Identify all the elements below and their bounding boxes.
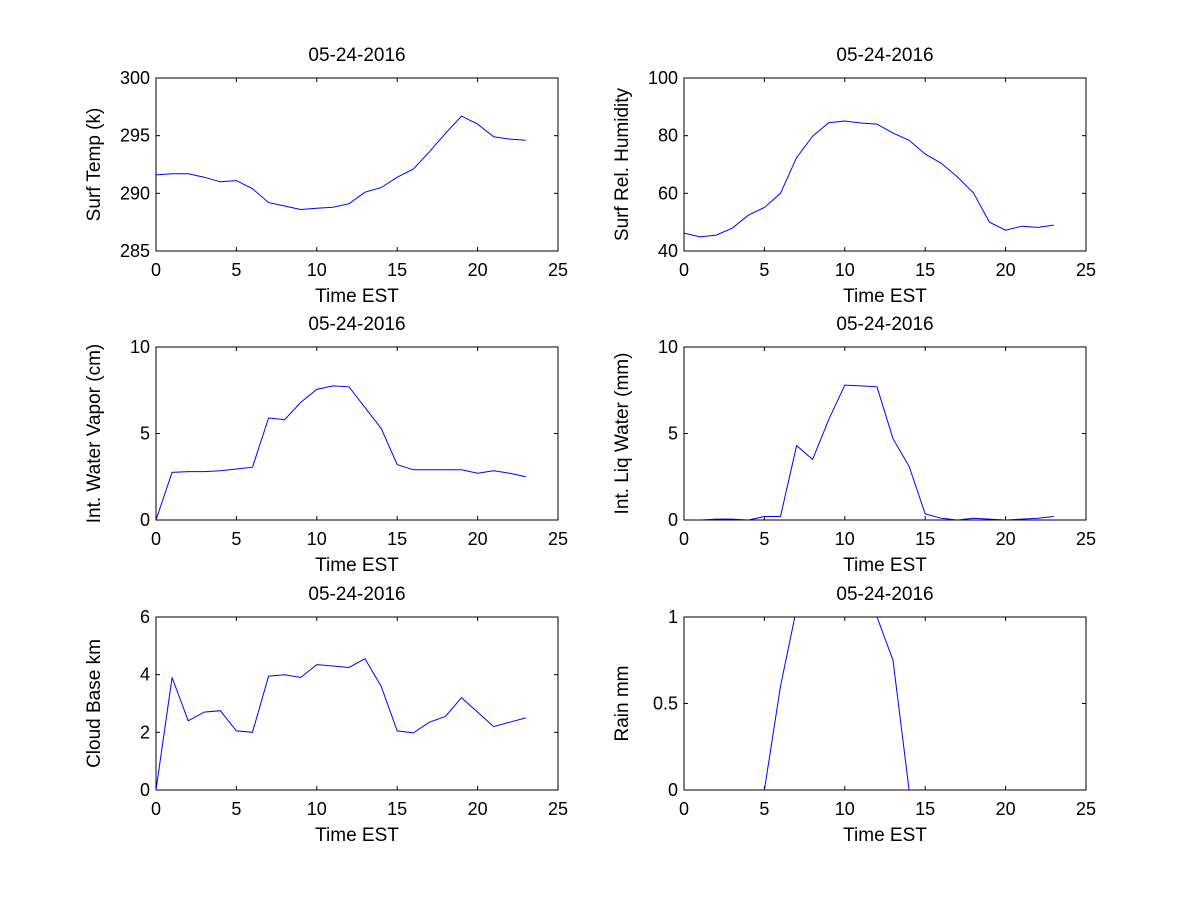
x-tick-label: 0	[151, 799, 161, 819]
series-line	[684, 120, 1054, 238]
x-tick-label: 5	[759, 529, 769, 549]
x-tick-label: 25	[1076, 260, 1096, 280]
y-tick-label: 6	[140, 607, 150, 627]
x-tick-label: 10	[307, 260, 327, 280]
y-tick-label: 300	[120, 68, 150, 88]
series-line	[156, 385, 526, 520]
x-tick-label: 0	[679, 799, 689, 819]
x-tick-label: 0	[679, 529, 689, 549]
y-tick-label: 1	[668, 607, 678, 627]
x-tick-label: 25	[548, 529, 568, 549]
y-tick-label: 100	[648, 68, 678, 88]
axes-box	[683, 346, 1087, 521]
subplot-rain: 05-24-2016 Time EST Rain mm 0 5 10 15 20 25 0 0…	[612, 584, 1096, 846]
y-tick-label: 2	[140, 722, 150, 742]
x-tick-label: 10	[835, 529, 855, 549]
x-tick-label: 10	[307, 799, 327, 819]
y-tick-label: 10	[658, 337, 678, 357]
x-tick-label: 25	[548, 799, 568, 819]
x-tick-label: 10	[835, 260, 855, 280]
x-axis-label: Time EST	[315, 825, 399, 846]
chart-title: 05-24-2016	[836, 45, 933, 66]
x-tick-label: 25	[1076, 799, 1096, 819]
chart-title: 05-24-2016	[836, 314, 933, 335]
x-axis-label: Time EST	[315, 555, 399, 576]
x-tick-label: 20	[996, 529, 1016, 549]
x-tick-label: 10	[307, 529, 327, 549]
x-tick-label: 15	[387, 799, 407, 819]
chart-title: 05-24-2016	[308, 45, 405, 66]
x-tick-label: 20	[996, 260, 1016, 280]
series-line	[156, 658, 526, 790]
chart-title: 05-24-2016	[308, 314, 405, 335]
x-tick-label: 5	[231, 260, 241, 280]
y-tick-label: 295	[120, 126, 150, 146]
y-axis-label: Rain mm	[612, 665, 633, 741]
x-axis-label: Time EST	[843, 286, 927, 307]
x-tick-label: 20	[468, 799, 488, 819]
x-tick-label: 15	[915, 529, 935, 549]
y-axis-label: Cloud Base km	[84, 639, 105, 768]
subplot-cloud-base: 05-24-2016 Time EST Cloud Base km 0 5 10 15…	[84, 584, 568, 846]
x-tick-label: 25	[1076, 529, 1096, 549]
subplot-int-liq-water: 05-24-2016 Time EST Int. Liq Water (mm) …	[612, 314, 1096, 576]
y-tick-label: 10	[130, 337, 150, 357]
x-tick-label: 5	[759, 799, 769, 819]
axes-box	[155, 77, 559, 252]
x-tick-label: 15	[915, 799, 935, 819]
y-tick-label: 0	[140, 780, 150, 800]
axes-box	[683, 77, 1087, 252]
subplot-int-water-vapor: 05-24-2016 Time EST Int. Water Vapor (cm…	[84, 314, 568, 576]
subplot-surf-rel-humidity: 05-24-2016 Time EST Surf Rel. Humidity 0…	[612, 45, 1096, 307]
y-tick-label: 5	[668, 424, 678, 444]
x-tick-label: 5	[231, 799, 241, 819]
axes-box	[155, 346, 559, 521]
series-line	[763, 617, 910, 790]
x-axis-label: Time EST	[843, 825, 927, 846]
x-tick-label: 15	[915, 260, 935, 280]
series-line	[700, 384, 1054, 520]
chart-title: 05-24-2016	[308, 584, 405, 605]
x-tick-label: 20	[468, 529, 488, 549]
y-axis-label: Surf Rel. Humidity	[612, 87, 633, 241]
y-tick-label: 0.5	[653, 694, 678, 714]
series-line	[156, 115, 526, 211]
x-tick-label: 10	[835, 799, 855, 819]
x-tick-label: 5	[231, 529, 241, 549]
x-tick-label: 20	[996, 799, 1016, 819]
chart-title: 05-24-2016	[836, 584, 933, 605]
y-tick-label: 0	[668, 510, 678, 530]
axes-box	[155, 616, 559, 791]
x-tick-label: 15	[387, 529, 407, 549]
x-tick-label: 5	[759, 260, 769, 280]
y-axis-label: Int. Water Vapor (cm)	[84, 344, 105, 523]
y-tick-label: 4	[140, 665, 150, 685]
x-tick-label: 0	[151, 260, 161, 280]
x-tick-label: 0	[679, 260, 689, 280]
x-tick-label: 20	[468, 260, 488, 280]
x-tick-label: 25	[548, 260, 568, 280]
y-tick-label: 0	[140, 510, 150, 530]
y-tick-label: 5	[140, 424, 150, 444]
x-tick-label: 15	[387, 260, 407, 280]
y-axis-label: Int. Liq Water (mm)	[612, 353, 633, 515]
axes-box	[683, 616, 1087, 791]
y-tick-label: 80	[658, 126, 678, 146]
x-axis-label: Time EST	[843, 555, 927, 576]
y-tick-label: 60	[658, 183, 678, 203]
y-tick-label: 285	[120, 241, 150, 261]
y-tick-label: 40	[658, 241, 678, 261]
x-axis-label: Time EST	[315, 286, 399, 307]
y-tick-label: 0	[668, 780, 678, 800]
y-axis-label: Surf Temp (k)	[84, 108, 105, 222]
y-tick-label: 290	[120, 183, 150, 203]
subplot-surf-temp: 05-24-2016 Time EST Surf Temp (k) 0 5 10 15…	[84, 45, 568, 307]
x-tick-label: 0	[151, 529, 161, 549]
